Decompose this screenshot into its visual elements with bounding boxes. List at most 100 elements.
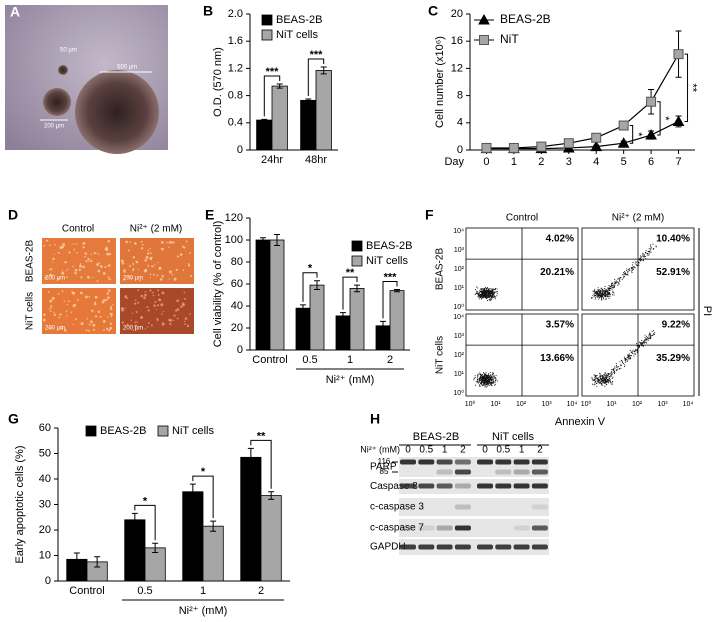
event-dot [614,372,616,375]
cell-dot [68,251,71,254]
event-dot [644,255,646,258]
y-tick-label: 10⁰ [453,389,464,397]
image-cell [42,288,116,334]
cell-dot [129,265,132,268]
event-dot [653,248,655,250]
cell-dot [90,253,92,255]
cell-dot [184,297,187,300]
event-dot [603,381,605,384]
event-dot [610,374,612,376]
event-dot [479,295,481,297]
bar [295,307,311,351]
cell-dot [151,291,154,294]
cell-dot [53,313,57,316]
y-tick-label: 0.4 [228,117,243,129]
event-dot [483,381,485,383]
dose-label: Ni²⁺ (mM) [360,444,400,454]
event-dot [487,376,490,378]
x-tick-label: 10⁰ [581,400,592,408]
event-dot [642,253,644,255]
event-dot [493,291,495,293]
event-dot [495,379,497,381]
cell-dot [152,273,155,276]
event-dot [624,270,626,272]
event-dot [599,379,601,382]
event-dot [651,331,653,333]
event-dot [596,374,598,377]
bar [202,525,224,582]
event-dot [613,372,615,374]
event-dot [594,376,596,378]
cell-dot [98,253,100,255]
event-dot [629,358,631,360]
marker [563,138,574,149]
event-dot [492,377,494,379]
cell-dot [182,269,185,272]
cell-dot [102,272,106,275]
cell-dot [173,319,175,321]
event-dot [484,290,486,293]
event-dot [490,377,492,379]
event-dot [608,380,610,382]
x-tick-label: 10³ [657,401,668,408]
cell-dot [126,323,129,326]
event-dot [476,378,478,381]
event-dot [489,371,491,373]
bar [269,239,285,351]
row-label: c-caspase 3 [370,502,424,513]
significance-bracket [342,276,358,310]
event-dot [604,385,606,387]
event-dot [608,296,610,298]
event-dot [648,254,650,256]
event-dot [606,294,608,296]
event-dot [487,289,489,292]
event-dot [627,355,629,357]
event-dot [622,277,624,279]
event-dot [481,288,483,290]
event-dot [496,380,498,382]
cell-dot [54,243,56,246]
blot-band [531,459,548,465]
event-dot [487,383,489,385]
event-dot [597,294,599,297]
cell-dot [73,248,76,251]
image-cell [42,238,116,284]
cell-dot [162,310,165,313]
cell-dot [125,240,128,244]
cell-dot [169,323,172,326]
event-dot [633,266,635,268]
y-tick-label: 10² [454,266,465,273]
quadrant-percent: 52.91% [656,267,690,278]
event-dot [485,381,487,384]
cell-dot [99,315,102,318]
event-dot [604,298,606,300]
event-dot [600,299,603,301]
event-dot [609,296,611,298]
cell-dot [108,329,111,332]
event-dot [652,333,655,335]
significance-bracket [684,53,689,122]
cell-dot [72,243,74,245]
event-dot [479,294,481,296]
event-dot [640,260,642,262]
cell-dot [168,270,172,274]
event-dot [490,383,493,385]
y-tick-label: 0 [237,344,243,356]
blot-band [400,483,416,489]
cell-dot [190,275,193,278]
cell-dot [75,243,78,245]
y-tick-label: 120 [225,212,243,224]
marker-label: 116 [378,457,391,466]
y-axis-label: Cell viability (% of control) [212,221,224,348]
event-dot [481,379,483,381]
event-dot [640,256,642,258]
legend-label: BEAS-2B [500,12,551,26]
cell-dot [160,241,164,244]
event-dot [488,374,490,376]
cell-dot [74,271,77,275]
significance-label: *** [310,49,324,61]
cell-dot [168,278,170,280]
event-dot [608,379,610,381]
cell-dot [105,298,108,302]
lane-label: 2 [460,445,466,456]
